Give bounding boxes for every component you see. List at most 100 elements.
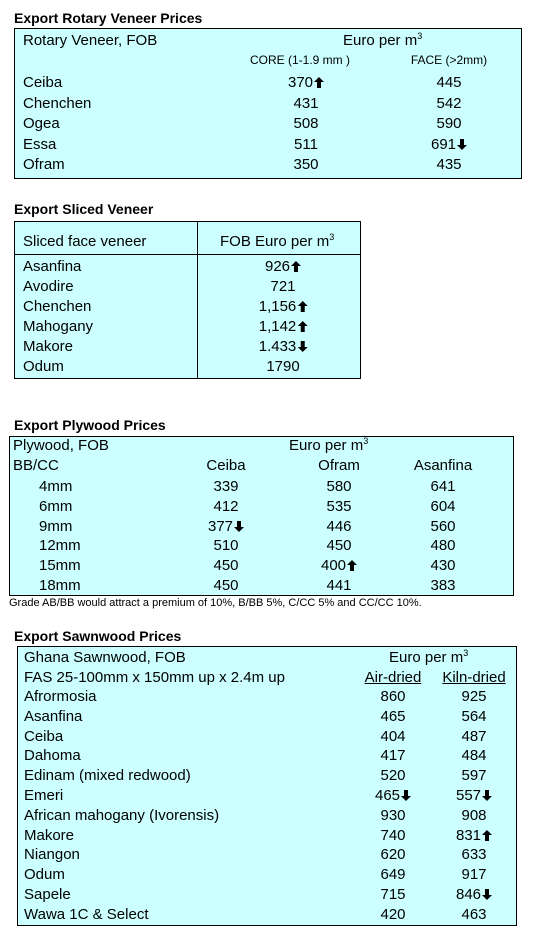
sawn-row-kiln: 564: [461, 707, 487, 725]
sawn-header-left: Ghana Sawnwood, FOB: [24, 649, 186, 666]
sawn-row-air: 404: [380, 727, 406, 745]
plywood-title: Export Plywood Prices: [14, 417, 166, 433]
sawn-row-name: Edinam (mixed redwood): [24, 767, 191, 785]
plywood-row-size: 4mm: [39, 478, 73, 495]
sawn-title: Export Sawnwood Prices: [14, 628, 182, 644]
plywood-grade-label: BB/CC: [13, 457, 59, 474]
rotary-row-face: 590: [436, 115, 462, 132]
sawn-table: [17, 646, 517, 926]
sawn-row-air: 465: [380, 707, 406, 725]
rotary-row-core: 370: [288, 75, 325, 90]
rotary-col-face: FACE (>2mm): [410, 53, 488, 67]
sawn-unit: Euro per m3: [389, 648, 469, 666]
rotary-row-core: 511: [294, 135, 318, 153]
plywood-row-value: 641: [430, 478, 456, 495]
sawn-row-kiln: 463: [461, 905, 487, 923]
sliced-row-value: 1,156: [259, 299, 308, 314]
arrow-down-icon: [482, 790, 493, 801]
sliced-column-divider: [197, 221, 198, 379]
sliced-row-value: 1790: [266, 358, 300, 375]
rotary-unit: Euro per m3: [343, 31, 423, 49]
plywood-row-value: 560: [430, 517, 456, 535]
arrow-up-icon: [297, 321, 308, 332]
plywood-row-size: 15mm: [39, 557, 81, 575]
sliced-row-name: Odum: [23, 358, 64, 375]
sawn-row-air: 417: [380, 747, 406, 765]
sawn-row-name: Dahoma: [24, 747, 81, 765]
sawn-row-kiln: 633: [461, 846, 487, 864]
sawn-col-air: Air-dried: [364, 669, 422, 686]
sawn-row-kiln: 908: [461, 806, 487, 824]
sawn-row-kiln: 925: [461, 688, 487, 705]
rotary-row-face: 435: [436, 156, 462, 173]
plywood-row-size: 18mm: [39, 577, 81, 594]
sliced-title: Export Sliced Veneer: [14, 201, 154, 217]
arrow-down-icon: [457, 138, 468, 150]
rotary-row-face: 445: [436, 74, 462, 91]
sawn-row-air: 860: [380, 688, 406, 705]
plywood-row-size: 12mm: [39, 537, 81, 555]
rotary-row-name: Ceiba: [23, 74, 63, 91]
plywood-row-value: 480: [430, 537, 456, 555]
arrow-up-icon: [291, 261, 302, 272]
rotary-row-face: 691: [431, 137, 468, 152]
arrow-down-icon: [401, 790, 412, 801]
sliced-header-left: Sliced face veneer: [23, 233, 147, 250]
sliced-row-value: 1.433: [259, 339, 308, 354]
plywood-row-size: 9mm: [39, 517, 73, 535]
plywood-row-value: 377: [208, 519, 245, 534]
plywood-row-value: 450: [213, 577, 239, 594]
plywood-row-value: 450: [213, 557, 239, 575]
sawn-row-name: Afrormosia: [24, 688, 97, 705]
arrow-up-icon: [482, 829, 493, 841]
plywood-row-value: 446: [326, 517, 352, 535]
arrow-up-icon: [297, 301, 308, 312]
rotary-title: Export Rotary Veneer Prices: [14, 10, 203, 26]
sliced-row-name: Mahogany: [23, 318, 94, 335]
plywood-row-value: 535: [326, 497, 352, 515]
plywood-table: [9, 436, 514, 596]
sawn-row-air: 620: [380, 846, 406, 864]
sawn-row-kiln: 846: [456, 887, 493, 902]
sawn-row-air: 715: [380, 886, 406, 903]
plywood-row-value: 400: [321, 558, 358, 573]
plywood-row-value: 510: [213, 537, 239, 555]
sawn-row-name: Ceiba: [24, 727, 64, 745]
rotary-row-name: Ogea: [23, 115, 60, 132]
sliced-table: [14, 221, 361, 379]
sawn-row-kiln: 487: [461, 727, 487, 745]
sawn-row-air: 520: [380, 767, 406, 785]
plywood-col-header: Asanfina: [413, 457, 473, 474]
rotary-row-name: Essa: [23, 135, 57, 153]
sawn-row-kiln: 597: [461, 767, 487, 785]
sliced-row-name: Chenchen: [23, 298, 92, 315]
sliced-header-divider: [14, 254, 361, 255]
sawn-row-name: Asanfina: [24, 707, 83, 725]
arrow-down-icon: [234, 520, 245, 532]
rotary-row-core: 431: [293, 94, 319, 112]
sliced-header-right: FOB Euro per m3: [220, 232, 335, 250]
plywood-unit: Euro per m3: [289, 436, 369, 454]
rotary-header-left: Rotary Veneer, FOB: [23, 32, 158, 49]
plywood-row-value: 412: [213, 497, 239, 515]
plywood-col-header: Ofram: [318, 457, 360, 474]
sliced-row-name: Makore: [23, 338, 74, 355]
plywood-row-value: 339: [213, 478, 239, 495]
arrow-down-icon: [297, 341, 308, 352]
sawn-row-kiln: 557: [456, 788, 493, 803]
plywood-row-size: 6mm: [39, 497, 73, 515]
rotary-row-core: 508: [293, 115, 319, 132]
rotary-row-name: Chenchen: [23, 94, 92, 112]
sawn-row-air: 465: [375, 788, 412, 803]
sawn-col-kiln: Kiln-dried: [442, 669, 506, 686]
rotary-row-name: Ofram: [23, 156, 65, 173]
plywood-row-value: 604: [430, 497, 456, 515]
sliced-row-value: 1,142: [259, 319, 308, 334]
plywood-header-left: Plywood, FOB: [13, 437, 109, 454]
sawn-row-name: Niangon: [24, 846, 80, 864]
plywood-col-header: Ceiba: [206, 457, 246, 474]
arrow-up-icon: [314, 77, 325, 88]
sawn-row-air: 930: [380, 806, 406, 824]
arrow-down-icon: [482, 889, 493, 900]
rotary-col-core: CORE (1-1.9 mm ): [249, 53, 351, 67]
